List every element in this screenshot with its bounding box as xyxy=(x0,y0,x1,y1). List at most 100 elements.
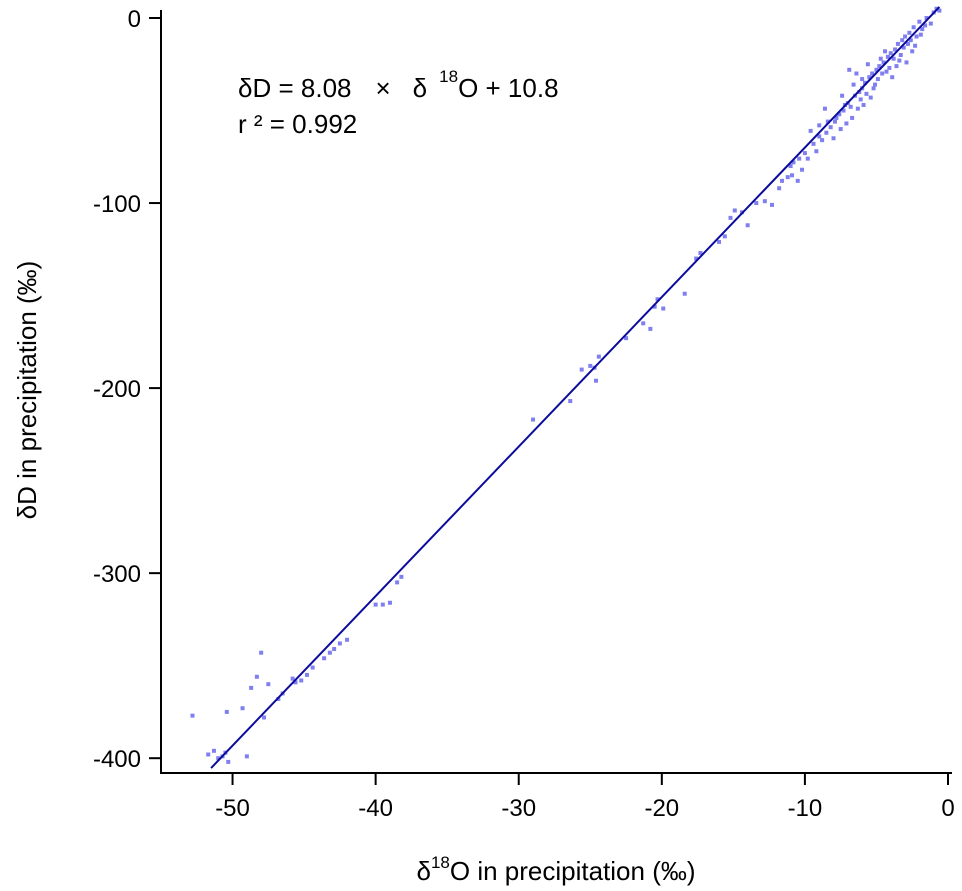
data-point xyxy=(769,202,774,207)
data-point xyxy=(224,709,229,714)
data-point xyxy=(380,602,385,607)
data-point xyxy=(917,19,922,24)
regression-line xyxy=(210,6,941,769)
data-point xyxy=(791,160,796,165)
x-axis-ticks: -50 -40 -30 -20 -10 0 xyxy=(215,773,955,822)
data-point xyxy=(808,128,813,133)
data-point xyxy=(624,336,629,341)
data-point xyxy=(903,34,908,39)
data-point xyxy=(923,23,928,28)
data-point xyxy=(822,106,827,111)
data-point xyxy=(865,62,870,67)
data-point xyxy=(840,93,845,98)
data-point xyxy=(848,104,853,109)
data-point xyxy=(878,56,883,61)
data-point xyxy=(918,32,923,37)
data-point xyxy=(337,641,342,646)
y-tick-label: -400 xyxy=(93,746,141,773)
data-point xyxy=(874,67,879,72)
y-tick-label: -300 xyxy=(93,561,141,588)
data-point xyxy=(893,47,898,52)
data-point xyxy=(262,715,267,720)
data-point xyxy=(910,49,915,54)
data-point xyxy=(722,234,727,239)
data-point xyxy=(881,60,886,65)
data-point xyxy=(190,713,195,718)
data-point xyxy=(568,399,573,404)
data-point xyxy=(790,173,795,178)
data-point xyxy=(788,164,793,169)
data-point xyxy=(832,119,837,124)
r-squared-label: r ² = 0.992 xyxy=(238,109,357,139)
data-point xyxy=(399,574,404,579)
data-point xyxy=(844,121,849,126)
data-point xyxy=(698,251,703,256)
data-point xyxy=(240,706,245,711)
data-point xyxy=(873,82,878,87)
data-point xyxy=(858,97,863,102)
data-point xyxy=(883,49,888,54)
data-point xyxy=(907,30,912,35)
x-tick-label: -10 xyxy=(788,795,823,822)
data-point xyxy=(762,199,767,204)
data-point xyxy=(655,297,660,302)
data-point xyxy=(880,71,885,76)
data-point xyxy=(897,58,902,63)
data-point xyxy=(905,41,910,46)
data-point xyxy=(901,45,906,50)
data-point xyxy=(904,60,909,65)
data-point xyxy=(652,304,657,309)
data-point xyxy=(531,417,536,422)
data-point xyxy=(596,354,601,359)
data-point xyxy=(694,256,699,261)
x-tick-label: -50 xyxy=(215,795,250,822)
data-point xyxy=(648,326,653,331)
data-point xyxy=(322,656,327,661)
data-point xyxy=(593,378,598,383)
data-point xyxy=(206,752,211,757)
data-point xyxy=(851,82,856,87)
data-point xyxy=(802,151,807,156)
data-point xyxy=(754,201,759,206)
data-point xyxy=(887,65,892,70)
data-point xyxy=(928,21,933,26)
data-point xyxy=(834,115,839,120)
data-point xyxy=(304,672,309,677)
data-point xyxy=(259,650,264,655)
data-point xyxy=(745,223,750,228)
data-point xyxy=(373,602,378,607)
data-point xyxy=(898,53,903,58)
data-point xyxy=(387,600,392,605)
data-point xyxy=(895,41,900,46)
data-point xyxy=(914,34,919,39)
data-point xyxy=(870,71,875,76)
data-point xyxy=(837,112,842,117)
data-point xyxy=(924,16,929,20)
data-point xyxy=(828,125,833,130)
data-point xyxy=(890,75,895,80)
data-point xyxy=(814,149,819,154)
data-point xyxy=(824,130,829,135)
data-point xyxy=(290,676,295,681)
data-point xyxy=(310,665,315,670)
x-tick-label: -40 xyxy=(358,795,393,822)
data-point xyxy=(728,215,733,220)
data-point xyxy=(817,134,822,139)
data-point xyxy=(864,91,869,96)
data-point xyxy=(863,80,868,85)
data-point xyxy=(795,178,800,183)
data-point xyxy=(854,71,859,76)
data-point xyxy=(395,580,400,585)
y-tick-label: 0 xyxy=(128,6,141,33)
data-point xyxy=(244,754,249,759)
data-point xyxy=(732,208,737,213)
y-axis-ticks: 0 -100 -200 -300 -400 xyxy=(93,6,161,773)
data-point xyxy=(847,67,852,72)
data-point xyxy=(875,77,880,82)
data-point xyxy=(332,647,337,652)
data-point xyxy=(345,637,350,642)
data-point xyxy=(327,650,332,655)
data-point xyxy=(211,748,216,753)
data-point xyxy=(894,64,899,69)
